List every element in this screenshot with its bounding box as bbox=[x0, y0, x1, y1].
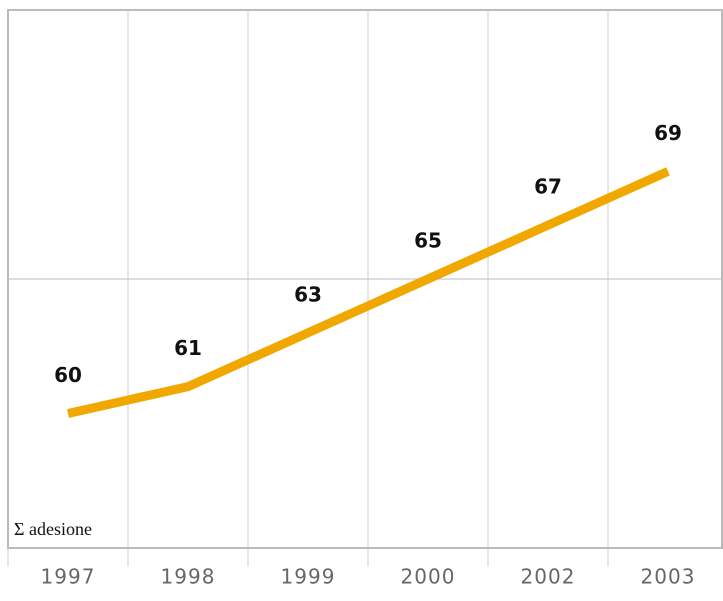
data-label: 69 bbox=[654, 121, 682, 145]
y-axis-label: Σ adesione bbox=[14, 519, 92, 539]
x-tick-label: 2003 bbox=[641, 565, 696, 589]
data-label: 65 bbox=[414, 229, 442, 253]
x-tick-label: 2000 bbox=[401, 565, 456, 589]
data-label: 63 bbox=[294, 282, 322, 306]
data-label: 61 bbox=[174, 336, 202, 360]
x-tick-label: 2002 bbox=[521, 565, 576, 589]
x-tick-label: 1997 bbox=[41, 565, 96, 589]
x-tick-label: 1999 bbox=[281, 565, 336, 589]
data-label: 60 bbox=[54, 363, 82, 387]
x-tick-label: 1998 bbox=[161, 565, 216, 589]
line bbox=[67, 167, 670, 418]
data-label: 67 bbox=[534, 175, 562, 199]
